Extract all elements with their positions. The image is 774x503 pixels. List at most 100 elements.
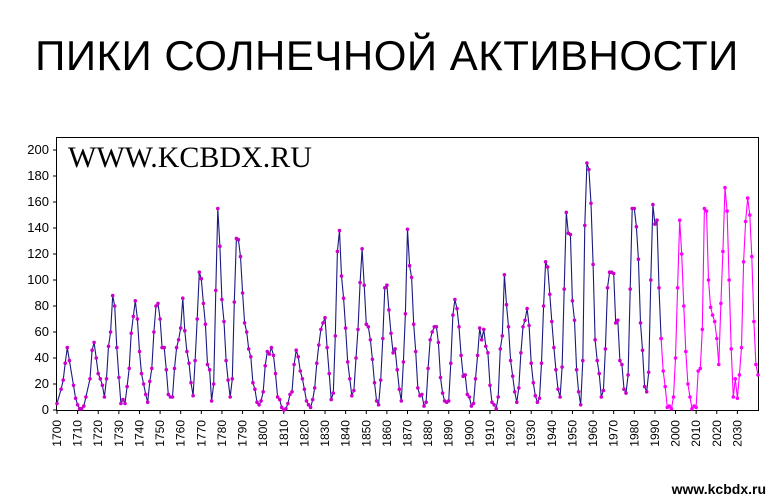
data-point bbox=[669, 406, 674, 411]
data-point bbox=[166, 392, 171, 397]
data-point bbox=[591, 262, 595, 267]
data-point bbox=[704, 209, 709, 213]
data-point bbox=[378, 378, 383, 382]
x-tick-label: 2030 bbox=[730, 420, 744, 447]
data-point bbox=[708, 305, 713, 310]
data-point bbox=[112, 304, 117, 308]
data-point bbox=[488, 383, 492, 388]
data-point bbox=[696, 369, 700, 373]
data-point bbox=[61, 378, 65, 382]
data-point bbox=[465, 392, 470, 397]
data-point bbox=[735, 396, 740, 401]
data-point bbox=[65, 345, 70, 350]
data-point bbox=[411, 322, 416, 327]
data-point bbox=[360, 247, 364, 251]
data-point bbox=[576, 390, 581, 394]
data-point bbox=[477, 326, 482, 330]
data-point bbox=[578, 403, 583, 407]
data-point bbox=[719, 301, 723, 306]
data-point bbox=[700, 327, 705, 332]
x-tick-label: 1890 bbox=[442, 420, 456, 447]
data-point bbox=[226, 378, 230, 382]
data-point bbox=[325, 345, 329, 350]
data-point bbox=[345, 360, 350, 364]
data-point bbox=[688, 395, 692, 399]
data-point bbox=[409, 275, 414, 280]
y-tick-label: 200 bbox=[27, 142, 49, 157]
data-point bbox=[90, 348, 94, 353]
data-point bbox=[706, 278, 711, 282]
y-tick-label: 160 bbox=[27, 194, 49, 209]
y-tick-label: 40 bbox=[35, 350, 49, 365]
data-point bbox=[539, 361, 544, 366]
data-point bbox=[467, 395, 472, 399]
data-point bbox=[259, 399, 263, 403]
data-point bbox=[657, 286, 661, 290]
data-point bbox=[416, 386, 420, 390]
data-point bbox=[624, 391, 628, 395]
data-point bbox=[562, 287, 566, 291]
data-point bbox=[203, 322, 208, 327]
data-point bbox=[348, 377, 352, 381]
data-point bbox=[249, 354, 253, 359]
x-tick-label: 1870 bbox=[401, 420, 415, 447]
data-point bbox=[550, 319, 554, 324]
data-point bbox=[527, 323, 531, 328]
data-point bbox=[193, 358, 197, 363]
data-point bbox=[646, 370, 651, 375]
x-tick-label: 1750 bbox=[153, 420, 167, 447]
data-point bbox=[294, 348, 299, 353]
data-point bbox=[308, 405, 313, 410]
x-tick-label: 1860 bbox=[380, 420, 394, 447]
data-point bbox=[271, 353, 276, 358]
data-point bbox=[327, 371, 332, 376]
data-point bbox=[137, 349, 142, 354]
data-point bbox=[205, 362, 210, 367]
data-point bbox=[498, 347, 503, 351]
data-point bbox=[302, 387, 307, 392]
data-point bbox=[715, 336, 719, 341]
data-point bbox=[195, 317, 199, 321]
data-point bbox=[100, 383, 105, 388]
data-point bbox=[108, 330, 113, 334]
data-point bbox=[616, 318, 620, 323]
data-point bbox=[446, 399, 451, 403]
data-point bbox=[96, 371, 100, 376]
data-point bbox=[436, 340, 441, 345]
data-point bbox=[475, 353, 480, 358]
data-point bbox=[589, 201, 593, 206]
data-point bbox=[185, 349, 189, 354]
data-point bbox=[216, 206, 220, 211]
data-point bbox=[106, 344, 111, 349]
data-point bbox=[710, 313, 715, 317]
data-point bbox=[593, 338, 597, 342]
x-tick-label: 1790 bbox=[236, 420, 250, 447]
data-point bbox=[440, 391, 445, 395]
data-point bbox=[261, 390, 266, 394]
data-point bbox=[387, 308, 391, 312]
data-point bbox=[453, 297, 457, 302]
data-point bbox=[399, 399, 404, 403]
data-point bbox=[618, 358, 622, 363]
data-point bbox=[510, 374, 515, 379]
data-point bbox=[187, 361, 191, 366]
data-point bbox=[552, 345, 556, 350]
data-point bbox=[651, 202, 655, 207]
data-point bbox=[422, 404, 426, 408]
data-point bbox=[63, 361, 67, 366]
data-point bbox=[622, 387, 626, 392]
data-point bbox=[183, 328, 187, 333]
data-point bbox=[750, 254, 754, 259]
data-point bbox=[679, 252, 684, 256]
data-point bbox=[545, 265, 550, 269]
data-point bbox=[733, 377, 738, 381]
data-point bbox=[201, 301, 206, 306]
data-point bbox=[73, 396, 78, 401]
data-point bbox=[752, 319, 756, 324]
data-point bbox=[339, 274, 344, 278]
data-point bbox=[335, 249, 340, 254]
data-point bbox=[519, 351, 523, 355]
data-point bbox=[583, 223, 587, 228]
data-point bbox=[156, 301, 160, 306]
data-point bbox=[653, 222, 657, 226]
